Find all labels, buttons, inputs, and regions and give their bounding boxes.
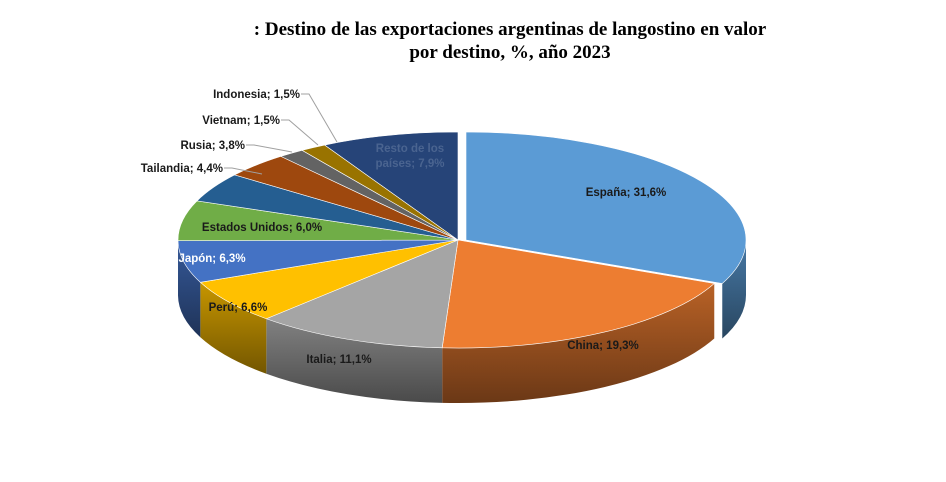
- pie-slice-resto-de-los-paises: [323, 131, 459, 241]
- pie-slice-peru: [199, 239, 459, 320]
- slice-label-tailandia: Tailandia; 4,4%: [141, 163, 223, 175]
- leader-line-indonesia: [301, 93, 338, 143]
- leader-line-vietnam: [281, 119, 319, 146]
- slice-label-estados-unidos: Estados Unidos; 6,0%: [202, 222, 322, 234]
- pie-labels: España; 31,6% China; 19,3% Italia; 11,1% Pe…: [141, 89, 667, 366]
- pie-side-japon: [178, 240, 201, 338]
- pie-slices: [177, 131, 747, 349]
- pie-side-walls: [178, 240, 746, 403]
- pie-slice-china: [441, 239, 715, 349]
- pie-side-china: [442, 283, 715, 403]
- slice-label-espana: España; 31,6%: [586, 187, 667, 199]
- pie-side-peru: [200, 282, 267, 374]
- pie-slice-italia: [265, 239, 459, 349]
- slice-label-rusia: Rusia; 3,8%: [180, 140, 245, 152]
- chart-title: : Destino de las exportaciones argentina…: [190, 18, 830, 64]
- pie-side-espana: [722, 240, 746, 339]
- chart-title-line-2: por destino, %, año 2023: [409, 42, 611, 63]
- slice-label-china: China; 19,3%: [567, 340, 639, 352]
- slice-label-resto-de-los-paises: Resto de los países; 7,9%: [375, 143, 444, 170]
- chart-title-line-1: : Destino de las exportaciones argentina…: [253, 19, 767, 40]
- leader-line-rusia: [246, 144, 293, 153]
- slice-label-vietnam: Vietnam; 1,5%: [202, 115, 280, 127]
- slice-label-japon: Japón; 6,3%: [178, 253, 245, 265]
- slice-label-italia: Italia; 11,1%: [306, 354, 371, 366]
- slice-label-peru: Perú; 6,6%: [209, 302, 268, 314]
- slice-label-indonesia: Indonesia; 1,5%: [213, 89, 300, 101]
- pie-side-italia: [266, 318, 443, 403]
- leader-line-tailandia: [224, 167, 263, 175]
- pie-slice-espana: [465, 131, 747, 284]
